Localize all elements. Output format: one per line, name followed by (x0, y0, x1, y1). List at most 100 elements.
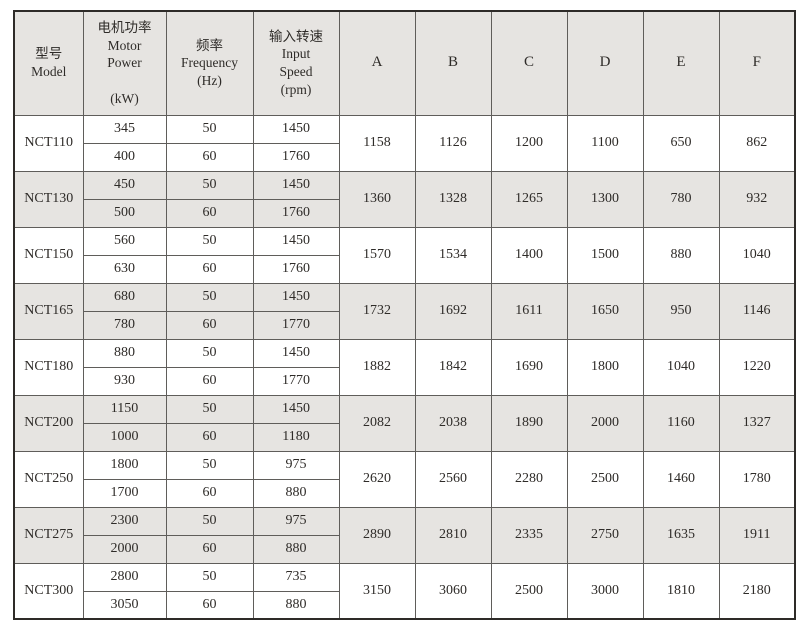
dim-cell-a: 1732 (338, 282, 416, 340)
dim-cell-d: 3000 (566, 562, 644, 620)
power-cell: 560 (82, 226, 167, 256)
frequency-cell: 60 (165, 198, 254, 228)
table-row: NCT250 1800 50 975 2620 2560 2280 2500 1460 1780 (13, 450, 796, 508)
dim-cell-c: 2500 (490, 562, 568, 620)
dim-cell-a: 1570 (338, 226, 416, 284)
frequency-cell: 60 (165, 310, 254, 340)
speed-cell: 735 (252, 562, 340, 592)
table-row: NCT180 880 50 1450 1882 1842 1690 1800 1040 1220 (13, 338, 796, 396)
dim-cell-e: 880 (642, 226, 720, 284)
frequency-cell: 50 (165, 506, 254, 536)
power-cell: 880 (82, 338, 167, 368)
power-cell: 2300 (82, 506, 167, 536)
model-cell: NCT130 (13, 170, 84, 228)
dim-cell-c: 2335 (490, 506, 568, 564)
dim-cell-f: 932 (718, 170, 796, 228)
table-row: NCT300 2800 50 735 3150 3060 2500 3000 1810 2180 (13, 562, 796, 620)
table-row: 1700 60 880 (14, 478, 795, 508)
dim-cell-f: 1911 (718, 506, 796, 564)
frequency-cell: 60 (165, 478, 254, 508)
frequency-cell: 60 (165, 534, 254, 564)
dim-cell-e: 1040 (642, 338, 720, 396)
col-header-model: 型号 Model (13, 10, 84, 116)
dim-cell-e: 1810 (642, 562, 720, 620)
dim-cell-c: 1265 (490, 170, 568, 228)
dim-cell-a: 1882 (338, 338, 416, 396)
col-header-dim-d: D (566, 10, 644, 116)
power-cell: 930 (82, 366, 167, 396)
speed-cell: 1180 (252, 422, 340, 452)
dim-cell-e: 1460 (642, 450, 720, 508)
dim-cell-b: 1328 (414, 170, 492, 228)
dim-cell-d: 2500 (566, 450, 644, 508)
model-cell: NCT300 (13, 562, 84, 620)
col-header-frequency: 频率 Frequency (Hz) (165, 10, 254, 116)
dim-cell-a: 3150 (338, 562, 416, 620)
power-cell: 450 (82, 170, 167, 200)
dim-cell-f: 1146 (718, 282, 796, 340)
dim-cell-b: 2810 (414, 506, 492, 564)
speed-cell: 1450 (252, 338, 340, 368)
dim-cell-f: 2180 (718, 562, 796, 620)
table-row: NCT150 560 50 1450 1570 1534 1400 1500 880 1040 (13, 226, 796, 284)
speed-cell: 880 (252, 534, 340, 564)
speed-cell: 975 (252, 506, 340, 536)
table-row: NCT130 450 50 1450 1360 1328 1265 1300 780 932 (13, 170, 796, 228)
dim-cell-d: 1100 (566, 114, 644, 172)
dim-cell-a: 1360 (338, 170, 416, 228)
speed-cell: 880 (252, 478, 340, 508)
power-cell: 500 (82, 198, 167, 228)
speed-cell: 975 (252, 450, 340, 480)
dim-cell-c: 1890 (490, 394, 568, 452)
frequency-cell: 50 (165, 394, 254, 424)
table-body: NCT110 345 50 1450 1158 1126 1200 1100 650 862 400… (13, 114, 796, 620)
dim-cell-e: 1635 (642, 506, 720, 564)
dim-cell-b: 1534 (414, 226, 492, 284)
speed-cell: 1760 (252, 198, 340, 228)
frequency-cell: 50 (165, 170, 254, 200)
power-cell: 2000 (82, 534, 167, 564)
speed-cell: 1450 (252, 282, 340, 312)
model-cell: NCT150 (13, 226, 84, 284)
col-header-dim-c: C (490, 10, 568, 116)
speed-cell: 1450 (252, 170, 340, 200)
power-cell: 1700 (82, 478, 167, 508)
dim-cell-b: 1126 (414, 114, 492, 172)
speed-cell: 1760 (252, 254, 340, 284)
table-row: NCT165 680 50 1450 1732 1692 1611 1650 950 1146 (13, 282, 796, 340)
dim-cell-c: 1690 (490, 338, 568, 396)
frequency-cell: 50 (165, 226, 254, 256)
power-cell: 345 (82, 114, 167, 144)
dim-cell-d: 1500 (566, 226, 644, 284)
dim-cell-a: 2620 (338, 450, 416, 508)
dim-cell-e: 650 (642, 114, 720, 172)
table-row: 930 60 1770 (14, 366, 795, 396)
dim-cell-e: 950 (642, 282, 720, 340)
dim-cell-f: 862 (718, 114, 796, 172)
table-row: 2000 60 880 (14, 534, 795, 564)
col-header-dim-f: F (718, 10, 796, 116)
model-cell: NCT275 (13, 506, 84, 564)
dim-cell-f: 1040 (718, 226, 796, 284)
model-cell: NCT165 (13, 282, 84, 340)
col-header-dim-e: E (642, 10, 720, 116)
table-row: 400 60 1760 (14, 142, 795, 172)
frequency-cell: 60 (165, 422, 254, 452)
power-cell: 1800 (82, 450, 167, 480)
model-cell: NCT110 (13, 114, 84, 172)
col-header-motor-power: 电机功率 Motor Power (kW) (82, 10, 167, 116)
table-row: 500 60 1760 (14, 198, 795, 228)
power-cell: 2800 (82, 562, 167, 592)
motor-spec-table: 型号 Model 电机功率 Motor Power (kW) 频率 Freque… (13, 10, 796, 620)
power-cell: 1000 (82, 422, 167, 452)
col-header-dim-b: B (414, 10, 492, 116)
col-header-input-speed: 输入转速 Input Speed (rpm) (252, 10, 340, 116)
power-cell: 680 (82, 282, 167, 312)
frequency-cell: 60 (165, 590, 254, 620)
dim-cell-c: 1200 (490, 114, 568, 172)
speed-cell: 1450 (252, 394, 340, 424)
dim-cell-b: 2560 (414, 450, 492, 508)
dim-cell-d: 1800 (566, 338, 644, 396)
frequency-cell: 50 (165, 562, 254, 592)
